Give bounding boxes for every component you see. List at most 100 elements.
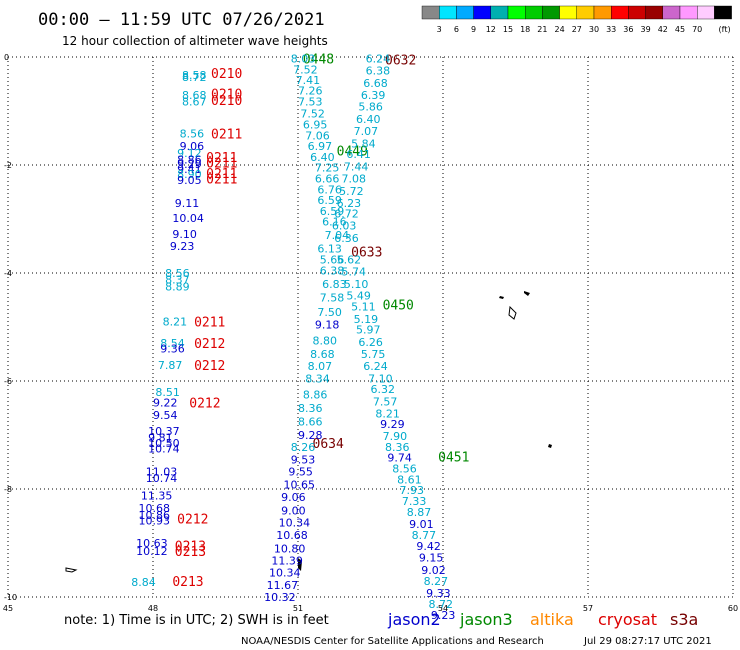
wave-height-value: 6.32 xyxy=(371,383,396,396)
colorbar-tick-label: 21 xyxy=(537,25,547,34)
colorbar-swatch xyxy=(507,5,526,20)
wave-height-value: 6.39 xyxy=(361,89,386,102)
wave-height-value: 9.11 xyxy=(175,197,200,210)
wave-height-value: 6.40 xyxy=(356,113,381,126)
colorbar-swatch xyxy=(421,5,440,20)
wave-height-value: 9.74 xyxy=(387,452,412,465)
wave-height-value: 10.86 xyxy=(139,509,171,522)
wave-height-value: 8.86 xyxy=(177,154,202,167)
wave-height-value: 5.75 xyxy=(361,348,386,361)
pass-time-label: 0211 xyxy=(194,316,225,331)
wave-height-value: 8.34 xyxy=(305,372,330,385)
wave-height-value: 8.54 xyxy=(160,337,185,350)
wave-height-value: 5.10 xyxy=(344,278,369,291)
wave-height-value: 8.56 xyxy=(392,462,417,475)
wave-height-value: 9.01 xyxy=(409,518,434,531)
wave-height-value: 6.95 xyxy=(303,119,328,132)
wave-height-value: 7.44 xyxy=(344,161,369,174)
wave-height-value: 9.12 xyxy=(177,147,202,160)
colorbar-tick-label: 70 xyxy=(692,25,702,34)
map-subtitle: 12 hour collection of altimeter wave hei… xyxy=(62,34,328,48)
wave-height-value: 5.11 xyxy=(351,300,376,313)
wave-height-value: 10.32 xyxy=(264,591,296,604)
wave-height-value: 8.36 xyxy=(385,441,410,454)
wave-height-value: 9.81 xyxy=(148,432,173,445)
pass-time-label: 0633 xyxy=(351,245,382,260)
wave-height-value: 9.23 xyxy=(431,609,456,622)
wave-height-value: 9.36 xyxy=(160,343,185,356)
wave-height-value: 8.72 xyxy=(429,598,454,611)
wave-height-value: 8.61 xyxy=(397,473,422,486)
colorbar-swatch xyxy=(439,5,457,20)
island-outlines xyxy=(65,291,552,573)
colorbar-swatch xyxy=(576,5,595,20)
colorbar-tick-label: 30 xyxy=(589,25,599,34)
wave-height-value: 7.04 xyxy=(325,229,350,242)
wave-height-value: 10.50 xyxy=(148,437,180,450)
lat-tick-label: -10 xyxy=(4,593,17,602)
colorbar-tick-label: 33 xyxy=(606,25,616,34)
wave-height-value: 9.15 xyxy=(419,552,444,565)
pass-labels: 0210021002100211021102110211021102110212… xyxy=(172,53,469,590)
colorbar-swatch xyxy=(593,5,612,20)
wave-height-value: 9.18 xyxy=(315,318,340,331)
colorbar-swatch xyxy=(525,5,543,20)
wave-height-value: 9.06 xyxy=(281,491,306,504)
wave-height-value: 8.21 xyxy=(375,407,400,420)
wave-height-value: 7.26 xyxy=(298,84,323,97)
wave-height-value: 8.90 xyxy=(177,168,202,181)
wave-height-value: 5.19 xyxy=(354,313,379,326)
wave-height-value: 9.42 xyxy=(416,540,441,553)
colorbar-swatch xyxy=(542,5,560,20)
wave-height-value: 8.56 xyxy=(165,267,190,280)
wave-height-value: 10.34 xyxy=(279,516,311,529)
wave-height-value: 8.68 xyxy=(182,89,207,102)
pass-time-label: 0211 xyxy=(206,151,237,166)
wave-height-value: 5.49 xyxy=(346,290,371,303)
wave-height-value: 6.76 xyxy=(317,183,342,196)
pass-time-label: 0634 xyxy=(313,437,344,452)
wave-height-value: 10.74 xyxy=(148,443,180,456)
wave-height-value: 9.28 xyxy=(298,429,323,442)
wave-height-value: 11.67 xyxy=(267,579,299,592)
wave-height-value: 9.05 xyxy=(177,174,202,187)
colorbar-tick-label: 15 xyxy=(503,25,513,34)
lon-tick-label: 45 xyxy=(3,604,13,613)
island-shape xyxy=(548,444,552,448)
colorbar-legend: 3 6 9 12 15 18 21 24 27 30 33 36 39 42 45 70 (ft) xyxy=(421,5,732,34)
wave-height-value: 6.24 xyxy=(363,360,388,373)
wave-height-value: 5.72 xyxy=(339,185,364,198)
wave-height-value: 7.53 xyxy=(298,95,323,108)
lon-tick-label: 51 xyxy=(293,604,303,613)
pass-time-label: 0450 xyxy=(383,298,414,313)
footer-note: note: 1) Time is in UTC; 2) SWH is in fe… xyxy=(64,613,329,628)
wave-height-readings: 8.588.728.688.678.569.069.128.869.299.41… xyxy=(131,53,455,622)
colorbar-swatch xyxy=(490,5,509,20)
wave-height-value: 8.89 xyxy=(165,281,190,294)
colorbar-tick-label: 45 xyxy=(675,25,685,34)
wave-height-value: 8.56 xyxy=(180,128,205,141)
wave-height-value: 7.06 xyxy=(305,129,330,142)
wave-height-value: 10.68 xyxy=(139,502,171,515)
wave-height-value: 6.59 xyxy=(317,194,342,207)
pass-time-label: 0210 xyxy=(211,67,242,82)
wave-height-value: 6.66 xyxy=(315,173,340,186)
pass-time-label: 0451 xyxy=(438,451,469,466)
wave-height-value: 6.41 xyxy=(346,148,371,161)
lon-tick-label: 54 xyxy=(438,604,448,613)
wave-height-value: 9.29 xyxy=(380,418,405,431)
wave-height-value: 8.27 xyxy=(424,575,449,588)
pass-time-label: 0211 xyxy=(206,156,237,171)
colorbar-tick-label: 6 xyxy=(454,25,459,34)
colorbar-swatch xyxy=(679,5,698,20)
wave-height-value: 9.41 xyxy=(177,163,202,176)
colorbar-swatch xyxy=(611,5,629,20)
pass-time-label: 0210 xyxy=(211,88,242,103)
wave-height-value: 6.36 xyxy=(334,232,359,245)
wave-height-value: 5.86 xyxy=(358,101,383,114)
island-shape xyxy=(508,305,517,320)
wave-height-value: 7.08 xyxy=(342,173,367,186)
wave-height-value: 9.00 xyxy=(281,505,306,518)
island-shape xyxy=(524,291,530,296)
